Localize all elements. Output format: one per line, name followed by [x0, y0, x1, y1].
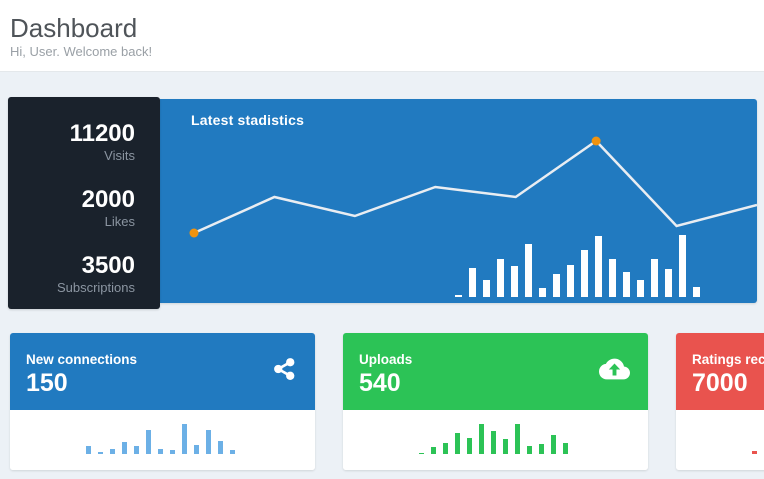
card-ratings-received[interactable]: Ratings received 7000 — [676, 333, 764, 470]
stat-visits-value: 11200 — [69, 120, 135, 147]
cloud-upload-icon — [599, 356, 630, 387]
card-new-connections-body — [10, 410, 315, 470]
card-uploads-label: Uploads — [359, 352, 413, 367]
stat-subscriptions-label: Subscriptions — [56, 280, 135, 295]
share-icon — [272, 356, 297, 387]
ratings-sparkline — [752, 422, 757, 454]
stat-subscriptions: 3500 Subscriptions — [8, 253, 135, 296]
statistics-line-chart — [189, 136, 757, 238]
stat-likes: 2000 Likes — [8, 187, 135, 230]
stat-likes-label: Likes — [104, 214, 135, 229]
stat-visits-label: Visits — [104, 148, 135, 163]
card-ratings-label: Ratings received — [692, 352, 764, 367]
card-uploads-body — [343, 410, 648, 470]
card-uploads[interactable]: Uploads 540 — [343, 333, 648, 470]
uploads-sparkline — [419, 422, 568, 454]
stat-subscriptions-value: 3500 — [81, 252, 135, 279]
card-ratings-value: 7000 — [692, 369, 748, 397]
statistics-bar-chart — [455, 227, 700, 297]
page-subtitle: Hi, User. Welcome back! — [10, 44, 153, 59]
card-new-connections[interactable]: New connections 150 — [10, 333, 315, 470]
stats-summary-panel: 11200 Visits 2000 Likes 3500 Subscriptio… — [8, 97, 160, 309]
card-ratings-body — [676, 410, 764, 470]
card-uploads-value: 540 — [359, 369, 401, 397]
card-ratings-header: Ratings received 7000 — [676, 333, 764, 410]
page-title: Dashboard — [10, 13, 138, 43]
card-new-connections-label: New connections — [26, 352, 138, 367]
connections-sparkline — [86, 422, 235, 454]
stat-likes-value: 2000 — [81, 186, 135, 213]
stat-visits: 11200 Visits — [8, 121, 135, 164]
card-uploads-header: Uploads 540 — [343, 333, 648, 410]
card-new-connections-value: 150 — [26, 369, 68, 397]
card-new-connections-header: New connections 150 — [10, 333, 315, 410]
chart-title: Latest stadistics — [191, 112, 305, 128]
page-header: Dashboard Hi, User. Welcome back! — [0, 0, 764, 72]
latest-statistics-panel: Latest stadistics — [160, 99, 757, 303]
